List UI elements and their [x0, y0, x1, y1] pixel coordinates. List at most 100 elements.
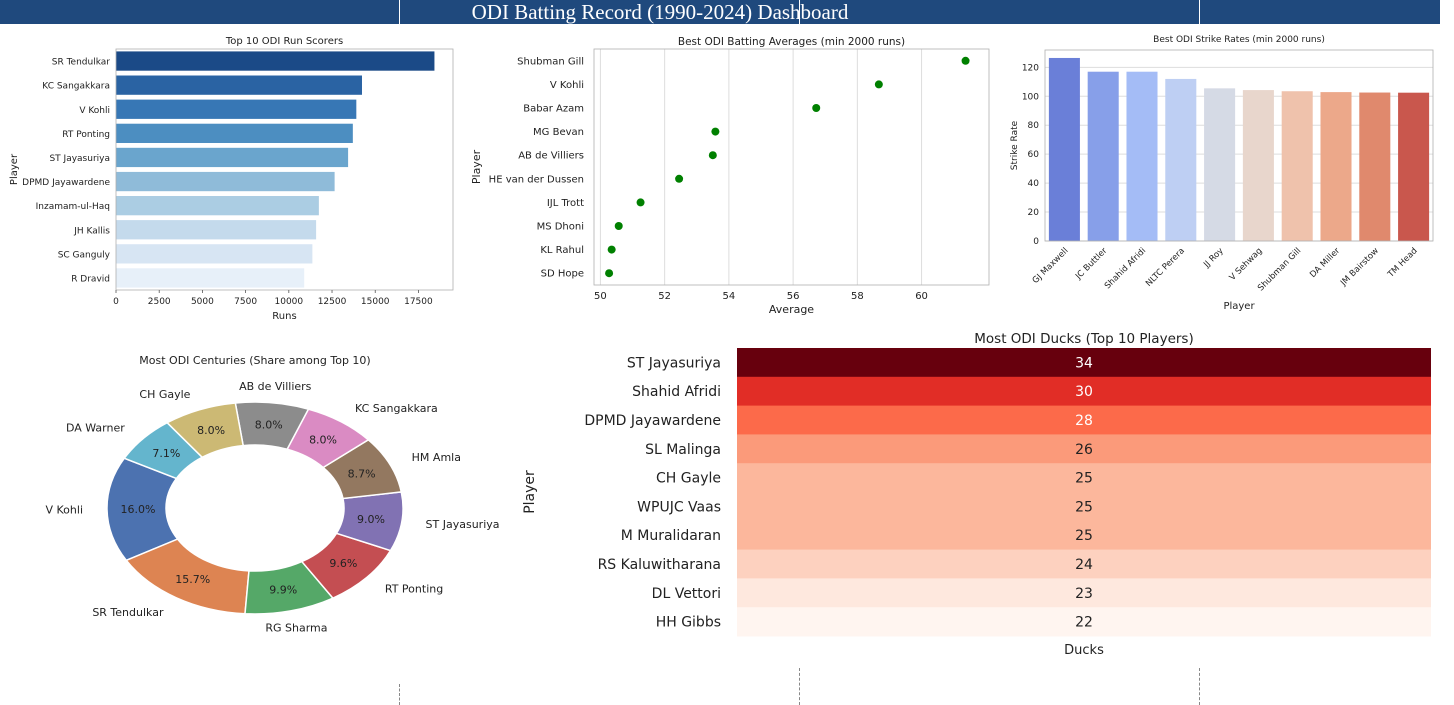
pie-value-label: 16.0% — [121, 503, 156, 516]
runs-x-tick-label: 10000 — [275, 297, 304, 307]
pie-category-label: AB de Villiers — [239, 380, 312, 393]
sr-bar — [1242, 90, 1274, 242]
pie-value-label: 8.0% — [255, 419, 283, 432]
sr-bar — [1359, 92, 1391, 241]
runs-x-tick-label: 17500 — [404, 297, 433, 307]
pie-chart-title: Most ODI Centuries (Share among Top 10) — [139, 354, 370, 367]
avg-point — [812, 104, 821, 112]
sr-bar — [1320, 92, 1352, 242]
avg-point — [874, 80, 883, 89]
avg-category-label: Shubman Gill — [517, 56, 584, 67]
grid-divider — [1199, 668, 1200, 705]
pie-category-label: CH Gayle — [139, 388, 190, 401]
pie-value-label: 15.7% — [175, 573, 210, 586]
runs-x-axis-label: Runs — [272, 311, 296, 322]
runs-category-label: KC Sangakkara — [42, 82, 110, 92]
runs-x-tick-label: 2500 — [148, 297, 171, 307]
sr-category-label: DA Miller — [1308, 246, 1342, 280]
runs-bar — [116, 220, 317, 240]
sr-category-label: JC Buttler — [1073, 246, 1110, 283]
ducks-cell — [737, 549, 1431, 579]
pie-value-label: 8.0% — [309, 434, 337, 447]
ducks-cell-value: 26 — [1075, 442, 1093, 458]
ducks-category-label: M Muralidaran — [621, 528, 721, 544]
pie-value-label: 7.1% — [152, 447, 180, 460]
avg-point — [614, 222, 623, 230]
runs-category-label: Inzamam-ul-Haq — [36, 202, 110, 212]
pie-value-label: 9.6% — [329, 557, 357, 570]
runs-category-label: SR Tendulkar — [52, 58, 111, 68]
ducks-category-label: CH Gayle — [656, 471, 721, 487]
pie-value-label: 8.0% — [197, 424, 225, 437]
ducks-cell-value: 25 — [1075, 471, 1093, 487]
ducks-y-axis-label: Player — [522, 470, 538, 514]
sr-y-tick-label: 120 — [1022, 63, 1039, 73]
avg-point — [607, 245, 616, 254]
ducks-cell — [737, 607, 1431, 637]
avg-point — [711, 127, 720, 136]
avg-plot-frame — [593, 48, 990, 286]
avg-category-label: MG Bevan — [533, 127, 584, 138]
sr-category-label: JJ Roy — [1201, 246, 1225, 270]
runs-bar — [116, 244, 313, 264]
dashboard-title: ODI Batting Record (1990-2024) Dashboard — [471, 0, 849, 24]
runs-chart-title: Top 10 ODI Run Scorers — [225, 36, 343, 47]
ducks-category-label: Shahid Afridi — [632, 384, 721, 400]
ducks-cell — [737, 578, 1431, 608]
ducks-cell — [737, 520, 1431, 551]
avg-y-axis-label: Player — [470, 149, 483, 184]
avg-category-label: MS Dhoni — [537, 222, 584, 233]
avg-point — [605, 269, 614, 278]
runs-bar — [116, 268, 305, 288]
runs-category-label: RT Ponting — [62, 130, 110, 140]
ducks-cell — [737, 348, 1431, 378]
avg-point — [636, 198, 645, 207]
sr-chart-title: Best ODI Strike Rates (min 2000 runs) — [1153, 35, 1325, 45]
avg-category-label: SD Hope — [541, 269, 584, 280]
runs-category-label: V Kohli — [79, 106, 110, 116]
sr-bar — [1126, 71, 1158, 241]
runs-category-label: ST Jayasuriya — [49, 154, 110, 164]
grid-divider — [399, 684, 400, 705]
pie-slice — [123, 421, 204, 480]
avg-chart-title: Best ODI Batting Averages (min 2000 runs… — [678, 36, 905, 48]
runs-x-tick-label: 12500 — [318, 297, 347, 307]
pie-value-label: 8.7% — [348, 467, 376, 480]
sr-x-axis-label: Player — [1223, 301, 1255, 312]
pie-value-label: 9.0% — [357, 513, 385, 526]
avg-x-tick-label: 50 — [594, 291, 607, 302]
runs-bar — [116, 147, 349, 168]
pie-category-label: SR Tendulkar — [92, 606, 164, 619]
runs-x-tick-label: 15000 — [361, 297, 390, 307]
ducks-chart-title: Most ODI Ducks (Top 10 Players) — [974, 331, 1193, 347]
pie-category-label: V Kohli — [46, 504, 84, 517]
sr-bar — [1398, 92, 1430, 241]
ducks-cell — [737, 376, 1431, 407]
sr-bar — [1204, 88, 1236, 241]
ducks-cell-value: 22 — [1075, 615, 1093, 631]
sr-y-axis-label: Strike Rate — [1010, 120, 1020, 170]
sr-plot-frame — [1044, 49, 1434, 242]
pie-category-label: RT Ponting — [385, 583, 443, 596]
avg-category-label: HE van der Dussen — [489, 174, 584, 185]
ducks-cell-value: 23 — [1075, 586, 1093, 602]
sr-bar — [1048, 57, 1080, 242]
sr-category-label: GJ Maxwell — [1031, 246, 1071, 286]
runs-category-label: R Dravid — [71, 274, 110, 284]
sr-category-label: NLTC Perera — [1144, 246, 1187, 289]
avg-x-tick-label: 56 — [787, 291, 800, 302]
ducks-cell-value: 24 — [1075, 557, 1093, 573]
ducks-cell — [737, 434, 1431, 464]
sr-y-tick-label: 100 — [1022, 92, 1039, 102]
runs-bar — [116, 51, 435, 71]
banner-divider — [799, 0, 800, 24]
ducks-x-axis-label: Ducks — [1064, 643, 1104, 658]
runs-bar — [116, 99, 357, 119]
sr-y-tick-label: 20 — [1028, 208, 1040, 218]
ducks-category-label: RS Kaluwitharana — [598, 557, 721, 573]
ducks-cell-value: 25 — [1075, 528, 1093, 544]
pie-value-label: 9.9% — [269, 584, 297, 597]
runs-category-label: SC Ganguly — [58, 250, 111, 260]
sr-bar — [1087, 71, 1119, 241]
